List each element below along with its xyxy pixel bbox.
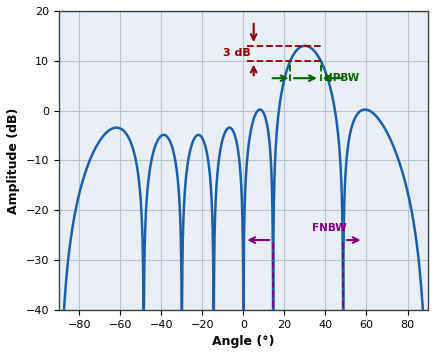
- Text: HPBW: HPBW: [323, 73, 358, 83]
- X-axis label: Angle (°): Angle (°): [212, 335, 274, 348]
- Text: 3 dB: 3 dB: [222, 48, 250, 58]
- Y-axis label: Amplitude (dB): Amplitude (dB): [7, 107, 20, 214]
- Text: FNBW: FNBW: [312, 223, 346, 233]
